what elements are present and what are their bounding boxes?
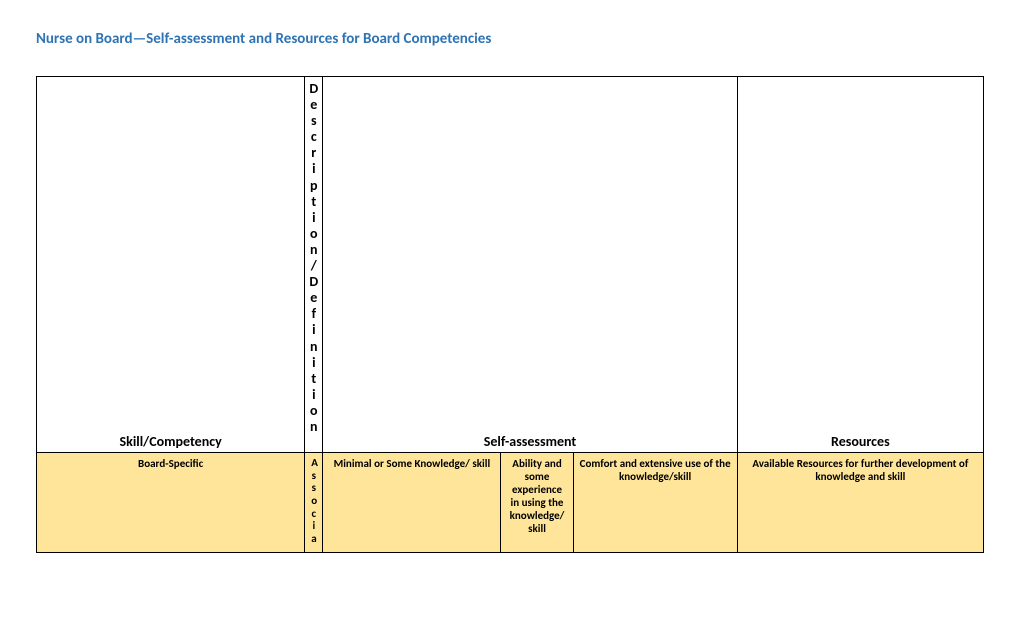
table-header-row: Skill/Competency Description/Definition … xyxy=(37,77,984,453)
description-header-cell: Description/Definition xyxy=(305,77,323,453)
available-resources-label: Available Resources for further developm… xyxy=(752,457,968,483)
resources-header: Resources xyxy=(737,77,983,453)
comfort-extensive-cell: Comfort and extensive use of the knowled… xyxy=(573,453,737,553)
skill-header-label: Skill/Competency xyxy=(120,433,222,450)
resources-label: Resources xyxy=(831,433,890,450)
table-subheader-row: Board-Specific Associa Minimal or Some K… xyxy=(37,453,984,553)
association-cell: Associa xyxy=(305,453,323,553)
ability-experience-label: Ability and some experience in using the… xyxy=(510,457,565,535)
page-title: Nurse on Board—Self-assessment and Resou… xyxy=(36,30,984,48)
minimal-knowledge-cell: Minimal or Some Knowledge/ skill xyxy=(323,453,501,553)
association-vertical-label: Associa xyxy=(311,457,316,545)
board-specific-label: Board-Specific xyxy=(138,457,203,470)
self-assessment-header: Self-assessment xyxy=(323,77,737,453)
skill-competency-header: Skill/Competency xyxy=(37,77,305,453)
ability-experience-cell: Ability and some experience in using the… xyxy=(501,453,573,553)
description-vertical-label: Description/Definition xyxy=(307,81,320,435)
competency-table: Skill/Competency Description/Definition … xyxy=(36,76,984,553)
self-assessment-label: Self-assessment xyxy=(484,433,576,450)
comfort-extensive-label: Comfort and extensive use of the knowled… xyxy=(580,457,731,483)
available-resources-cell: Available Resources for further developm… xyxy=(737,453,983,553)
board-specific-cell: Board-Specific xyxy=(37,453,305,553)
minimal-knowledge-label: Minimal or Some Knowledge/ skill xyxy=(334,457,491,470)
